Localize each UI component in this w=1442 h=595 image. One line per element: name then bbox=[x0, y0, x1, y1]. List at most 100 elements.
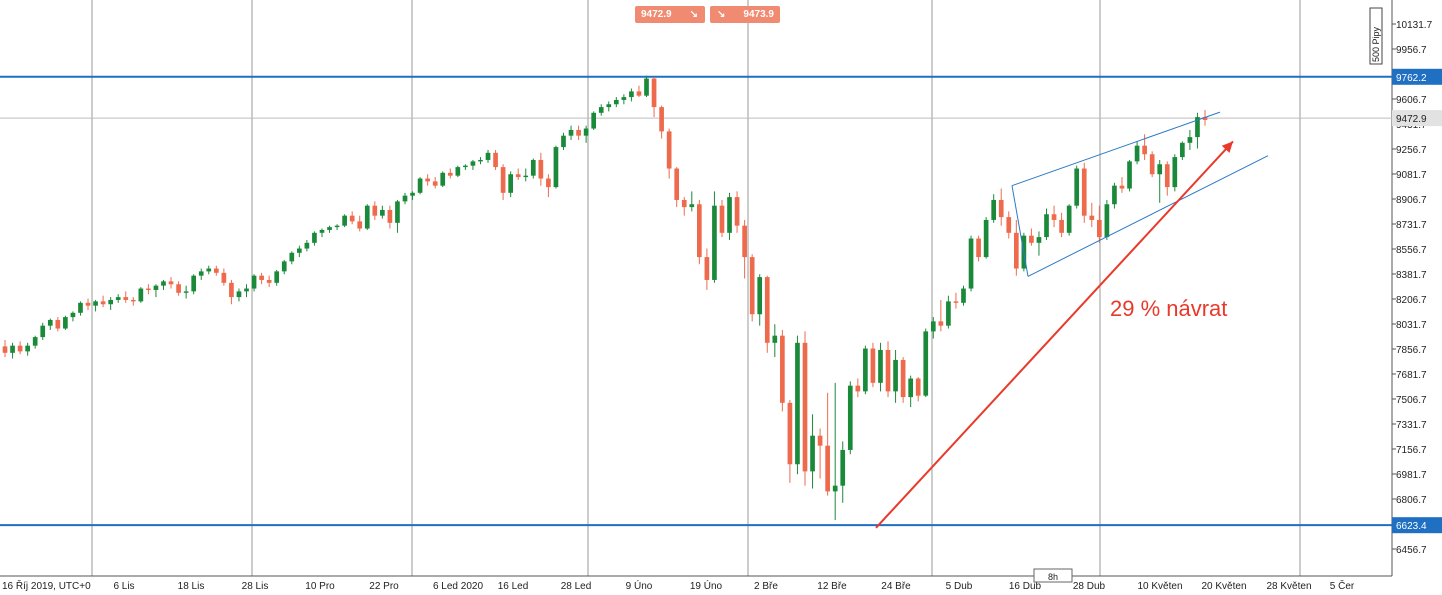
candle-body bbox=[168, 281, 174, 285]
candle-body bbox=[319, 229, 325, 233]
x-axis-tick-label: 2 Bře bbox=[754, 581, 778, 592]
candle-body bbox=[651, 78, 657, 108]
candle-body bbox=[832, 485, 838, 492]
ask-price-badge[interactable]: ↘ 9473.9 bbox=[710, 6, 780, 23]
timeframe-label: 8h bbox=[1048, 572, 1058, 582]
x-axis-tick-label: 20 Květen bbox=[1201, 581, 1246, 592]
candle-body bbox=[440, 172, 446, 186]
arrow-up-left-icon: ↘ bbox=[717, 9, 726, 20]
x-axis-tick-label: 10 Květen bbox=[1137, 581, 1182, 592]
candle-body bbox=[802, 342, 808, 472]
candle-body bbox=[493, 152, 498, 168]
candle-body bbox=[2, 346, 8, 353]
y-axis-tick-label: 7681.7 bbox=[1396, 370, 1427, 381]
candle-body bbox=[704, 257, 710, 280]
candle-body bbox=[1157, 164, 1163, 175]
candle-body bbox=[138, 288, 144, 302]
candle-body bbox=[1066, 205, 1072, 233]
candle-body bbox=[885, 349, 891, 392]
y-axis-tick-label: 8206.7 bbox=[1396, 295, 1427, 306]
candle-body bbox=[930, 321, 936, 332]
candle-body bbox=[991, 199, 997, 220]
x-axis-tick-label: 28 Květen bbox=[1266, 581, 1311, 592]
x-axis-tick-label: 5 Dub bbox=[946, 581, 973, 592]
x-axis-tick-label: 9 Úno bbox=[626, 579, 653, 592]
y-axis-tick-label: 9606.7 bbox=[1396, 95, 1427, 106]
level-price-tag-label: 9762.2 bbox=[1396, 73, 1427, 84]
current-price-tag bbox=[1392, 110, 1442, 127]
candle-body bbox=[115, 297, 121, 300]
candle-body bbox=[47, 319, 53, 326]
x-axis-tick-label: 28 Led bbox=[561, 581, 592, 592]
candle-body bbox=[32, 337, 38, 346]
candle-body bbox=[515, 174, 521, 178]
candle-body bbox=[1074, 168, 1080, 206]
trend-arrow-head bbox=[1221, 141, 1233, 153]
candle-body bbox=[606, 104, 612, 108]
candle-body bbox=[281, 261, 287, 272]
candle-body bbox=[108, 299, 113, 305]
candle-body bbox=[976, 238, 981, 258]
candle-body bbox=[629, 91, 634, 98]
candle-body bbox=[161, 281, 166, 286]
candle-body bbox=[538, 159, 544, 179]
candle-body bbox=[70, 312, 76, 318]
candle-body bbox=[568, 129, 574, 136]
channel-lower-line[interactable] bbox=[1027, 155, 1269, 277]
y-axis-tick-label: 8731.7 bbox=[1396, 220, 1427, 231]
candle-body bbox=[742, 225, 747, 258]
candle-body bbox=[25, 345, 30, 352]
candle-body bbox=[100, 301, 106, 305]
candle-body bbox=[1202, 117, 1208, 120]
candle-body bbox=[998, 199, 1004, 218]
candle-body bbox=[183, 291, 189, 293]
trend-arrow[interactable] bbox=[875, 140, 1234, 529]
x-axis-tick-label: 28 Lis bbox=[242, 581, 269, 592]
level-price-tag bbox=[1392, 68, 1442, 85]
y-axis-tick-label: 8031.7 bbox=[1396, 320, 1427, 331]
candle-body bbox=[983, 219, 989, 258]
candle-body bbox=[251, 275, 257, 289]
y-axis-tick-label: 7506.7 bbox=[1396, 395, 1427, 406]
candle-body bbox=[10, 345, 15, 353]
x-axis-tick-label: 22 Pro bbox=[369, 581, 399, 592]
candle-body bbox=[364, 205, 370, 229]
x-axis-tick-label: 16 Led bbox=[498, 581, 529, 592]
x-axis-tick-label: 18 Lis bbox=[178, 581, 205, 592]
candle-body bbox=[146, 288, 151, 290]
candle-body bbox=[613, 99, 619, 105]
candle-body bbox=[198, 271, 204, 276]
candle-body bbox=[878, 349, 883, 383]
candle-body bbox=[1195, 117, 1200, 138]
candle-body bbox=[244, 288, 249, 292]
candle-body bbox=[961, 288, 966, 303]
candle-body bbox=[1051, 214, 1057, 220]
candle-body bbox=[312, 232, 317, 243]
candle-body bbox=[191, 275, 197, 292]
candle-body bbox=[870, 348, 876, 383]
candle-body bbox=[780, 335, 785, 403]
candle-body bbox=[772, 335, 778, 343]
level-price-tag-label: 6623.4 bbox=[1396, 521, 1427, 532]
candle-body bbox=[372, 205, 378, 216]
candle-body bbox=[689, 204, 695, 208]
candle-body bbox=[621, 97, 627, 100]
candle-body bbox=[598, 107, 604, 113]
candle-body bbox=[1142, 145, 1147, 155]
x-axis-tick-label: 24 Bře bbox=[881, 581, 911, 592]
x-axis-tick-label: 6 Lis bbox=[113, 581, 134, 592]
bid-price-badge[interactable]: 9472.9 ↘ bbox=[635, 6, 705, 23]
candle-body bbox=[395, 201, 400, 223]
y-axis-tick-label: 6456.7 bbox=[1396, 545, 1427, 556]
candle-body bbox=[1044, 214, 1049, 238]
candle-body bbox=[953, 301, 959, 303]
x-axis-tick-label: 28 Dub bbox=[1073, 581, 1106, 592]
candle-body bbox=[1134, 145, 1140, 162]
candle-body bbox=[546, 178, 551, 188]
channel-upper-line[interactable] bbox=[1011, 111, 1221, 187]
timeframe-selector[interactable] bbox=[1033, 568, 1073, 583]
candle-body bbox=[85, 302, 91, 306]
candle-body bbox=[1187, 137, 1193, 143]
candle-body bbox=[523, 175, 529, 178]
